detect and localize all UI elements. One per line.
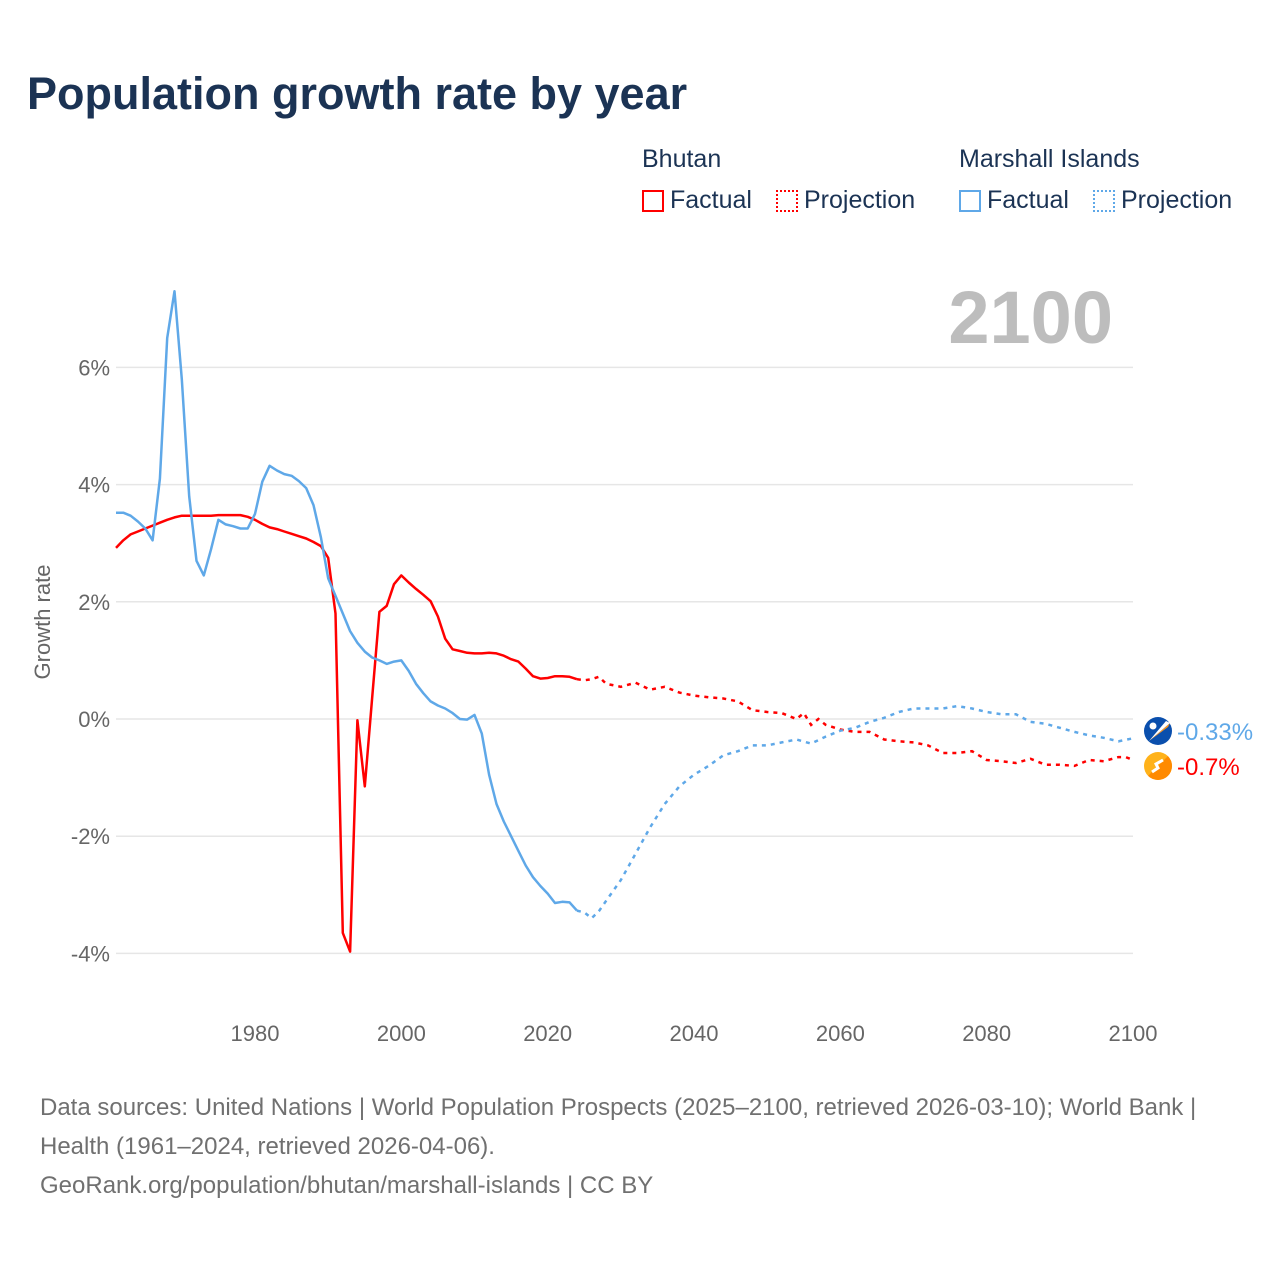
legend-group-marshall-islands: Marshall Islands xyxy=(959,145,1140,173)
x-tick-label: 2000 xyxy=(377,1021,426,1046)
bhutan-factual-line xyxy=(115,513,578,953)
marshall-islands-projection-line xyxy=(576,704,1134,920)
legend-label: Factual xyxy=(987,186,1069,214)
y-tick-label: -4% xyxy=(71,941,110,966)
y-tick-label: -2% xyxy=(71,824,110,849)
x-tick-label: 1980 xyxy=(231,1021,280,1046)
legend-marshall-factual[interactable]: Factual xyxy=(959,186,1069,215)
legend-marshall-projection[interactable]: Projection xyxy=(1093,186,1232,215)
flag-star xyxy=(1149,722,1157,730)
flag-stripe-white xyxy=(1149,721,1170,741)
bhutan-flag-half xyxy=(1148,756,1172,780)
x-tick-label: 2100 xyxy=(1109,1021,1158,1046)
bhutan-projection-line xyxy=(576,675,1134,768)
legend-swatch xyxy=(776,189,798,212)
chart-title: Population growth rate by year xyxy=(27,68,688,119)
x-tick-label: 2040 xyxy=(670,1021,719,1046)
dragon-glyph xyxy=(1151,758,1164,774)
legend-swatch xyxy=(959,189,981,212)
y-tick-label: 0% xyxy=(78,707,110,732)
current-year-label: 2100 xyxy=(948,276,1113,359)
x-tick-label: 2080 xyxy=(962,1021,1011,1046)
legend-swatch xyxy=(1093,189,1115,212)
y-axis-label: Growth rate xyxy=(30,565,55,680)
legend-label: Projection xyxy=(1121,186,1233,214)
x-tick-label: 2060 xyxy=(816,1021,865,1046)
legend-bhutan-projection[interactable]: Projection xyxy=(776,186,915,215)
legend-group-bhutan: Bhutan xyxy=(642,145,722,173)
legend-swatch xyxy=(642,189,664,212)
legend-label: Projection xyxy=(804,186,916,214)
legend-label: Factual xyxy=(670,186,752,214)
x-tick-label: 2020 xyxy=(523,1021,572,1046)
y-tick-label: 2% xyxy=(78,590,110,615)
footer: Data sources: United Nations | World Pop… xyxy=(40,1088,1240,1205)
source-link[interactable]: GeoRank.org/population/bhutan/marshall-i… xyxy=(40,1172,654,1199)
y-tick-label: 6% xyxy=(78,355,110,380)
marshall-islands-factual-line xyxy=(116,289,578,912)
end-value-label: -0.7% xyxy=(1177,754,1240,781)
data-sources: Data sources: United Nations | World Pop… xyxy=(40,1094,1197,1160)
y-tick-label: 4% xyxy=(78,473,110,498)
end-value-label: -0.33% xyxy=(1177,719,1253,746)
legend-bhutan-factual[interactable]: Factual xyxy=(642,186,752,215)
